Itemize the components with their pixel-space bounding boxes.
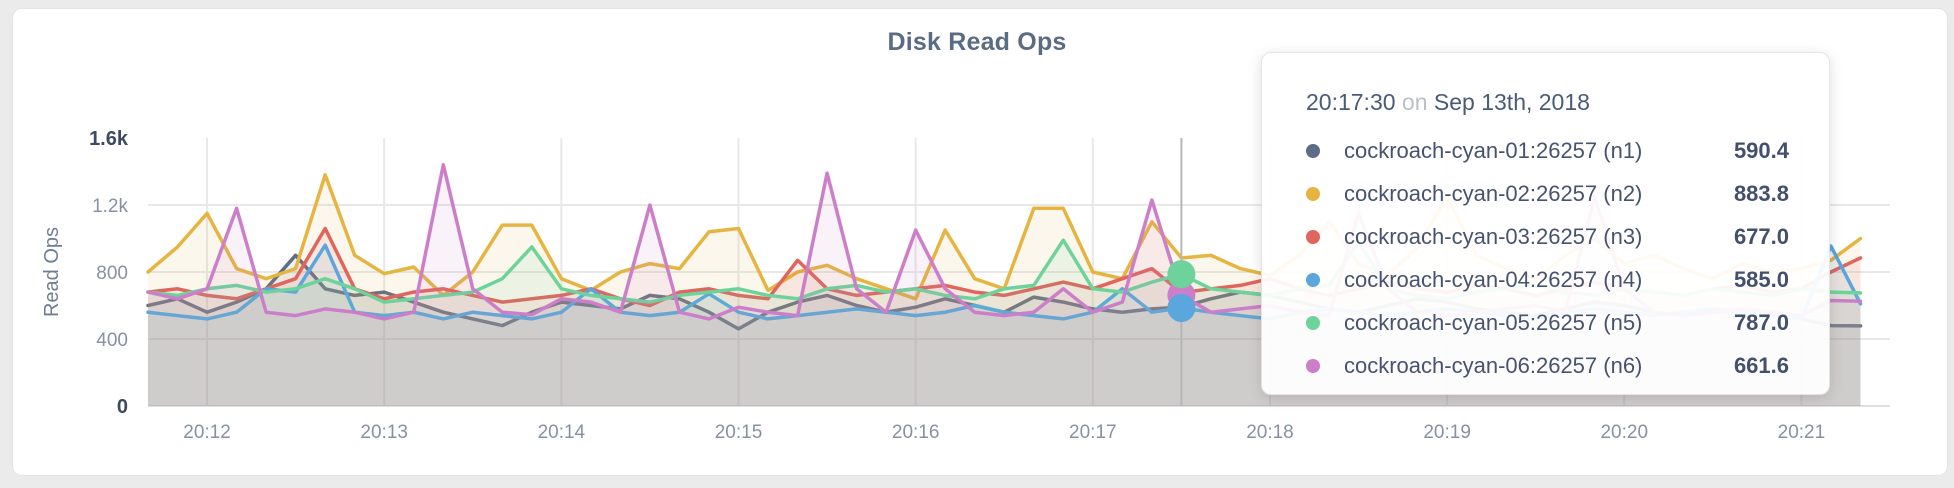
axis-labels: 0 400 800 1.2k 1.6k 20:12 20:13 20:14 20:15 20:16…	[41, 128, 1825, 443]
series-name: cockroach-cyan-02:26257 (n2)	[1344, 180, 1643, 206]
x-tick-label: 20:14	[538, 422, 586, 443]
series-color-dot-icon	[1306, 229, 1320, 244]
y-tick-label: 800	[96, 263, 128, 284]
x-tick-label: 20:17	[1069, 422, 1117, 443]
series-color-dot-icon	[1306, 186, 1320, 201]
tooltip-time: 20:17:30	[1306, 89, 1396, 115]
y-tick-label: 1.2k	[92, 196, 128, 217]
x-tick-label: 20:12	[183, 422, 231, 443]
y-axis-label: Read Ops	[41, 227, 63, 317]
series-value: 590.4	[1733, 137, 1789, 163]
tooltip-row-n2: cockroach-cyan-02:26257 (n2) 883.8	[1306, 172, 1789, 215]
series-color-dot-icon	[1306, 143, 1320, 158]
tooltip-date: Sep 13th, 2018	[1433, 89, 1590, 115]
series-name: cockroach-cyan-06:26257 (n6)	[1344, 352, 1643, 378]
y-tick-label: 0	[117, 396, 128, 418]
series-color-dot-icon	[1306, 358, 1320, 373]
series-value: 661.6	[1733, 352, 1789, 378]
series-value: 585.0	[1733, 266, 1789, 292]
tooltip-row-n3: cockroach-cyan-03:26257 (n3) 677.0	[1306, 215, 1789, 258]
hover-dot-n4	[1167, 294, 1196, 323]
series-value: 787.0	[1733, 309, 1789, 335]
y-tick-label: 400	[96, 330, 128, 351]
chart-tooltip: 20:17:30 on Sep 13th, 2018 cockroach-cya…	[1261, 52, 1830, 395]
series-name: cockroach-cyan-03:26257 (n3)	[1344, 223, 1643, 249]
x-tick-label: 20:18	[1246, 422, 1294, 443]
hover-dot-n5	[1167, 260, 1196, 289]
x-tick-label: 20:20	[1600, 422, 1648, 443]
series-name: cockroach-cyan-04:26257 (n4)	[1344, 266, 1643, 292]
series-color-dot-icon	[1306, 315, 1320, 330]
tooltip-row-n4: cockroach-cyan-04:26257 (n4) 585.0	[1306, 258, 1789, 301]
series-name: cockroach-cyan-05:26257 (n5)	[1344, 309, 1643, 335]
chart-title: Disk Read Ops	[887, 28, 1067, 56]
tooltip-conjunction: on	[1401, 89, 1428, 115]
tooltip-row-n5: cockroach-cyan-05:26257 (n5) 787.0	[1306, 301, 1789, 344]
y-tick-label: 1.6k	[89, 128, 129, 150]
x-tick-label: 20:19	[1423, 422, 1471, 443]
tooltip-row-n6: cockroach-cyan-06:26257 (n6) 661.6	[1306, 344, 1789, 387]
tooltip-rows: cockroach-cyan-01:26257 (n1) 590.4 cockroa…	[1306, 129, 1789, 387]
series-color-dot-icon	[1306, 272, 1320, 287]
tooltip-row-n1: cockroach-cyan-01:26257 (n1) 590.4	[1306, 129, 1789, 172]
series-value: 883.8	[1733, 180, 1789, 206]
series-value: 677.0	[1733, 223, 1789, 249]
x-tick-label: 20:13	[360, 422, 408, 443]
x-tick-label: 20:15	[715, 422, 763, 443]
tooltip-header: 20:17:30 on Sep 13th, 2018	[1306, 89, 1789, 116]
x-tick-label: 20:21	[1778, 422, 1826, 443]
series-name: cockroach-cyan-01:26257 (n1)	[1344, 137, 1643, 163]
x-tick-label: 20:16	[892, 422, 940, 443]
